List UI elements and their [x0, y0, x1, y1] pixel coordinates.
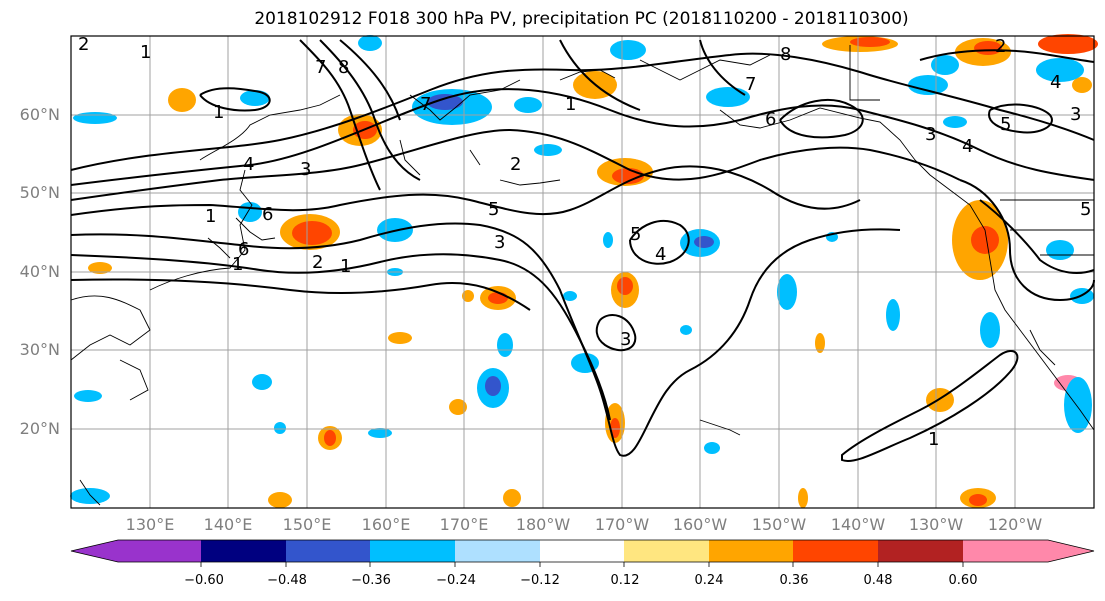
lon-label: 140°E — [203, 515, 253, 534]
contour-label: 3 — [1070, 104, 1081, 125]
colorbar-segment — [370, 540, 455, 562]
lon-label: 160°E — [361, 515, 411, 534]
lon-label: 180°W — [515, 515, 571, 534]
lon-label: 130°W — [908, 515, 964, 534]
lon-label: 120°W — [987, 515, 1043, 534]
contour-label: 5 — [1000, 114, 1011, 135]
contour-label: 5 — [488, 199, 499, 220]
precip-shading — [70, 34, 1098, 508]
colorbar-tick-label: −0.12 — [520, 573, 560, 588]
contour-label: 3 — [494, 232, 505, 253]
contour-label: 1 — [140, 42, 151, 63]
map-title: 2018102912 F018 300 hPa PV, precipitatio… — [254, 9, 909, 29]
contour-label: 3 — [620, 329, 631, 350]
colorbar — [70, 539, 1095, 567]
colorbar-segment — [878, 540, 963, 562]
contour-label: 6 — [238, 239, 249, 260]
contour-label: 1 — [232, 254, 243, 275]
lon-label: 150°W — [751, 515, 807, 534]
colorbar-tick-label: 0.12 — [610, 573, 640, 588]
lon-label: 160°W — [672, 515, 728, 534]
lon-label: 150°E — [282, 515, 332, 534]
contour-label: 2 — [78, 34, 89, 55]
colorbar-tick-label: 0.36 — [779, 573, 809, 588]
contour-label: 2 — [510, 154, 521, 175]
colorbar-segment — [709, 540, 793, 562]
lat-label: 40°N — [19, 262, 60, 281]
contour-label: 5 — [630, 224, 641, 245]
colorbar-segment — [71, 540, 201, 562]
lat-label: 60°N — [19, 105, 60, 124]
contour-label: 4 — [655, 244, 666, 265]
colorbar-segment — [624, 540, 709, 562]
lon-label: 130°E — [125, 515, 175, 534]
contour-label: 5 — [1080, 199, 1091, 220]
contour-label: 3 — [925, 124, 936, 145]
colorbar-segment — [286, 540, 370, 562]
map-panel: 1 1 3 4 1 2 1 1 6 6 2 7 8 7 1 2 5 3 3 5 … — [70, 34, 1098, 509]
colorbar-tick-label: 0.60 — [948, 573, 978, 588]
contour-label: 7 — [745, 74, 756, 95]
colorbar-tick-label: −0.48 — [267, 573, 307, 588]
contour-label: 1 — [340, 256, 351, 277]
contour-label: 1 — [565, 94, 576, 115]
contour-label: 2 — [995, 36, 1006, 57]
colorbar-tick-label: 0.24 — [694, 573, 724, 588]
contour-label: 6 — [262, 204, 273, 225]
colorbar-tick-label: −0.36 — [351, 573, 391, 588]
colorbar-segment — [793, 540, 878, 562]
lat-label: 30°N — [19, 340, 60, 359]
colorbar-tick-label: −0.60 — [184, 573, 224, 588]
lon-label: 140°W — [830, 515, 886, 534]
contour-label: 7 — [315, 57, 326, 78]
gridlines — [71, 36, 1094, 508]
colorbar-segment — [201, 540, 286, 562]
lon-label: 170°W — [594, 515, 650, 534]
contour-label: 8 — [338, 57, 349, 78]
pv-contours — [70, 39, 1095, 462]
contour-label: 3 — [300, 159, 311, 180]
contour-label: 1 — [213, 102, 224, 123]
contour-label: 7 — [420, 94, 431, 115]
contour-label: 4 — [962, 136, 973, 157]
colorbar-outline — [70, 539, 1095, 563]
contour-label: 4 — [243, 154, 254, 175]
colorbar-tick-label: 0.48 — [863, 573, 893, 588]
contour-label: 1 — [205, 206, 216, 227]
coastlines — [70, 45, 1095, 506]
contour-label: 8 — [780, 44, 791, 65]
lon-label: 170°E — [439, 515, 489, 534]
contour-label: 4 — [1050, 72, 1061, 93]
contour-label: 6 — [765, 109, 776, 130]
lat-label: 50°N — [19, 183, 60, 202]
lat-label: 20°N — [19, 419, 60, 438]
contour-label: 1 — [928, 429, 939, 450]
colorbar-segment — [540, 540, 624, 562]
colorbar-tick-label: −0.24 — [436, 573, 476, 588]
colorbar-segment — [455, 540, 540, 562]
contour-labels: 1 1 3 4 1 2 1 1 6 6 2 7 8 7 1 2 5 3 3 5 … — [78, 34, 1091, 450]
contour-label: 2 — [312, 252, 323, 273]
colorbar-extend-high — [963, 540, 1094, 562]
